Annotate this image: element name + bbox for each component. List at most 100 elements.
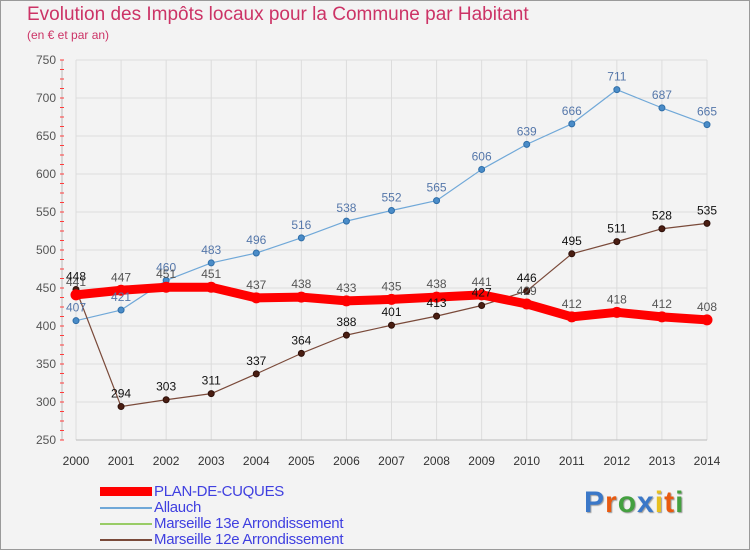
data-point-3 bbox=[523, 287, 531, 295]
data-label-0: 418 bbox=[607, 292, 627, 306]
data-point-0 bbox=[611, 306, 623, 318]
data-point-0 bbox=[386, 293, 397, 305]
data-label-1: 565 bbox=[427, 181, 447, 195]
legend-swatch-plan-de-cuques bbox=[100, 487, 152, 496]
data-label-0: 412 bbox=[562, 297, 582, 311]
x-tick-label: 2004 bbox=[243, 454, 270, 468]
legend-item-marseille-13e: Marseille 13e Arrondissement bbox=[100, 515, 420, 532]
data-point-0 bbox=[476, 289, 488, 301]
x-tick-label: 2014 bbox=[694, 454, 721, 468]
data-label-0: 433 bbox=[336, 281, 356, 295]
legend-item-marseille-12e: Marseille 12e Arrondissement bbox=[100, 531, 420, 548]
x-tick-label: 2006 bbox=[333, 454, 360, 468]
x-tick-label: 2007 bbox=[378, 454, 405, 468]
data-label-1: 552 bbox=[381, 190, 401, 204]
legend-label-marseille-12e: Marseille 12e Arrondissement bbox=[154, 531, 344, 548]
data-point-3 bbox=[252, 370, 260, 378]
data-point-0 bbox=[160, 281, 172, 293]
data-point-1 bbox=[658, 104, 666, 112]
brand-letter: r bbox=[605, 486, 618, 519]
data-label-1: 460 bbox=[156, 260, 176, 274]
brand-letter: x bbox=[637, 486, 655, 519]
x-tick-label: 2002 bbox=[153, 454, 180, 468]
data-point-1 bbox=[523, 140, 531, 148]
data-label-0: 437 bbox=[246, 278, 266, 292]
data-point-1 bbox=[703, 121, 711, 129]
data-point-0 bbox=[431, 291, 443, 303]
data-point-1 bbox=[433, 197, 441, 205]
data-point-3 bbox=[568, 250, 576, 258]
brand-letter: i bbox=[675, 486, 685, 519]
data-label-3: 303 bbox=[156, 380, 176, 394]
data-label-3: 427 bbox=[472, 285, 492, 299]
data-point-1 bbox=[72, 317, 80, 325]
data-label-3: 511 bbox=[607, 222, 626, 236]
data-label-1: 665 bbox=[697, 105, 717, 119]
data-label-1: 407 bbox=[66, 301, 86, 315]
data-label-3: 448 bbox=[66, 270, 86, 284]
y-tick-label: 450 bbox=[36, 281, 56, 295]
legend-item-plan-de-cuques: PLAN-DE-CUQUES bbox=[100, 483, 420, 500]
data-point-3 bbox=[342, 331, 350, 339]
y-tick-label: 500 bbox=[36, 243, 56, 257]
legend-swatch-marseille-12e bbox=[100, 539, 152, 541]
data-point-1 bbox=[478, 165, 486, 173]
x-tick-label: 2013 bbox=[649, 454, 676, 468]
data-label-1: 496 bbox=[246, 233, 266, 247]
data-label-3: 337 bbox=[246, 354, 266, 368]
data-point-1 bbox=[342, 217, 350, 225]
data-label-0: 412 bbox=[652, 297, 672, 311]
data-label-0: 435 bbox=[381, 279, 401, 293]
data-point-1 bbox=[388, 206, 395, 214]
y-tick-label: 300 bbox=[36, 395, 56, 409]
data-label-0: 451 bbox=[201, 267, 221, 281]
data-point-0 bbox=[70, 289, 82, 301]
legend-label-allauch: Allauch bbox=[154, 499, 202, 516]
data-label-0: 447 bbox=[111, 270, 131, 284]
data-label-3: 294 bbox=[111, 387, 131, 401]
data-label-0: 408 bbox=[697, 300, 717, 314]
y-tick-label: 600 bbox=[36, 167, 56, 181]
brand-letter: o bbox=[617, 486, 638, 519]
data-point-3 bbox=[478, 301, 486, 309]
data-point-0 bbox=[250, 292, 262, 304]
data-point-3 bbox=[433, 312, 441, 320]
y-tick-label: 350 bbox=[36, 357, 56, 371]
data-label-1: 538 bbox=[336, 201, 356, 215]
chart-subtitle: (en € et par an) bbox=[27, 28, 110, 42]
data-point-3 bbox=[297, 349, 305, 357]
legend: PLAN-DE-CUQUES Allauch Marseille 13e Arr… bbox=[100, 483, 420, 548]
brand-logo: Proxiti bbox=[584, 486, 684, 520]
data-label-3: 401 bbox=[381, 305, 401, 319]
data-label-3: 446 bbox=[517, 271, 537, 285]
data-point-1 bbox=[568, 120, 576, 128]
x-tick-label: 2010 bbox=[513, 454, 540, 468]
data-label-3: 495 bbox=[562, 234, 582, 248]
x-tick-label: 2005 bbox=[288, 454, 315, 468]
x-tick-label: 2011 bbox=[559, 454, 585, 468]
data-label-1: 687 bbox=[652, 88, 672, 102]
data-point-0 bbox=[701, 314, 713, 326]
data-point-3 bbox=[117, 403, 125, 411]
data-label-0: 429 bbox=[517, 284, 537, 298]
line-chart: 250 300 350 400 450 500 550 600 650 700 750 2000 200… bbox=[36, 53, 721, 468]
data-point-0 bbox=[295, 291, 307, 303]
legend-label-marseille-13e: Marseille 13e Arrondissement bbox=[154, 515, 344, 532]
data-label-3: 535 bbox=[697, 203, 717, 217]
y-tick-label: 750 bbox=[36, 53, 56, 67]
chart-title: Evolution des Impôts locaux pour la Comm… bbox=[27, 4, 529, 25]
x-tick-label: 2003 bbox=[198, 454, 225, 468]
data-label-0: 441 bbox=[66, 275, 86, 289]
x-tick-label: 2008 bbox=[423, 454, 450, 468]
data-point-1 bbox=[252, 249, 260, 257]
data-point-1 bbox=[117, 306, 125, 314]
data-label-3: 413 bbox=[427, 296, 447, 310]
data-label-1: 639 bbox=[517, 124, 537, 138]
data-label-3: 388 bbox=[336, 315, 356, 329]
data-label-1: 421 bbox=[111, 290, 131, 304]
data-point-0 bbox=[521, 298, 533, 310]
x-tick-label: 2001 bbox=[108, 454, 135, 468]
y-tick-label: 400 bbox=[36, 319, 56, 333]
x-tick-label: 2009 bbox=[468, 454, 495, 468]
data-point-0 bbox=[566, 311, 578, 323]
